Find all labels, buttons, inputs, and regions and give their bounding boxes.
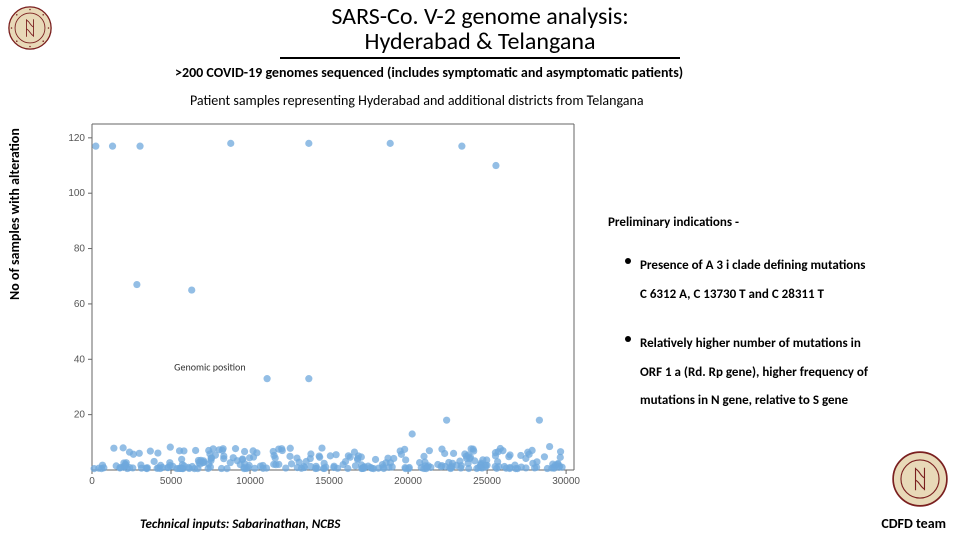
bullet-2: Relatively higher number of mutations in… (640, 330, 950, 416)
title-block: SARS-Co. V-2 genome analysis: Hyderabad … (0, 4, 960, 59)
title-underline (280, 57, 680, 59)
svg-text:0: 0 (89, 476, 95, 487)
svg-text:30000: 30000 (552, 476, 580, 487)
bullet2-l1: Relatively higher number of mutations in (640, 336, 861, 351)
svg-text:20: 20 (74, 410, 86, 421)
scatter-chart: 20 40 60 80 100 120 0 5000 10000 15000 20000 25000 3… (60, 118, 580, 492)
svg-text:20000: 20000 (394, 476, 422, 487)
svg-text:5000: 5000 (160, 476, 183, 487)
slide-root: SARS-Co. V-2 genome analysis: Hyderabad … (0, 0, 960, 540)
bullet-1: Presence of A 3 i clade defining mutatio… (640, 252, 950, 309)
technical-inputs: Technical inputs: Sabarinathan, NCBS (140, 517, 340, 532)
prelim-title: Preliminary indications - (608, 215, 739, 230)
svg-text:Genomic position: Genomic position (174, 360, 245, 373)
y-axis-label: No of samples with alteration (6, 128, 23, 300)
logo-bottom (892, 451, 948, 512)
subtitle-2: Patient samples representing Hyderabad a… (190, 92, 644, 109)
svg-text:100: 100 (68, 188, 85, 199)
svg-text:60: 60 (74, 299, 86, 310)
subtitle-1: >200 COVID-19 genomes sequenced (include… (175, 64, 683, 81)
title-line1: SARS-Co. V-2 genome analysis: (0, 4, 960, 29)
svg-text:120: 120 (68, 133, 85, 144)
team-label: CDFD team (881, 515, 946, 532)
bullet2-l2: ORF 1 a (Rd. Rp gene), higher frequency … (640, 365, 868, 380)
svg-text:80: 80 (74, 244, 86, 255)
bullet1-l2: C 6312 A, C 13730 T and C 28311 T (640, 287, 824, 302)
svg-text:15000: 15000 (315, 476, 343, 487)
svg-text:40: 40 (74, 354, 86, 365)
bullet-dot-1 (625, 258, 631, 264)
svg-text:25000: 25000 (473, 476, 501, 487)
bullet-dot-2 (625, 336, 631, 342)
title-line2: Hyderabad & Telangana (0, 29, 960, 54)
svg-text:10000: 10000 (236, 476, 264, 487)
bullet2-l3: mutations in N gene, relative to S gene (640, 393, 848, 408)
bullet1-l1: Presence of A 3 i clade defining mutatio… (640, 258, 865, 273)
